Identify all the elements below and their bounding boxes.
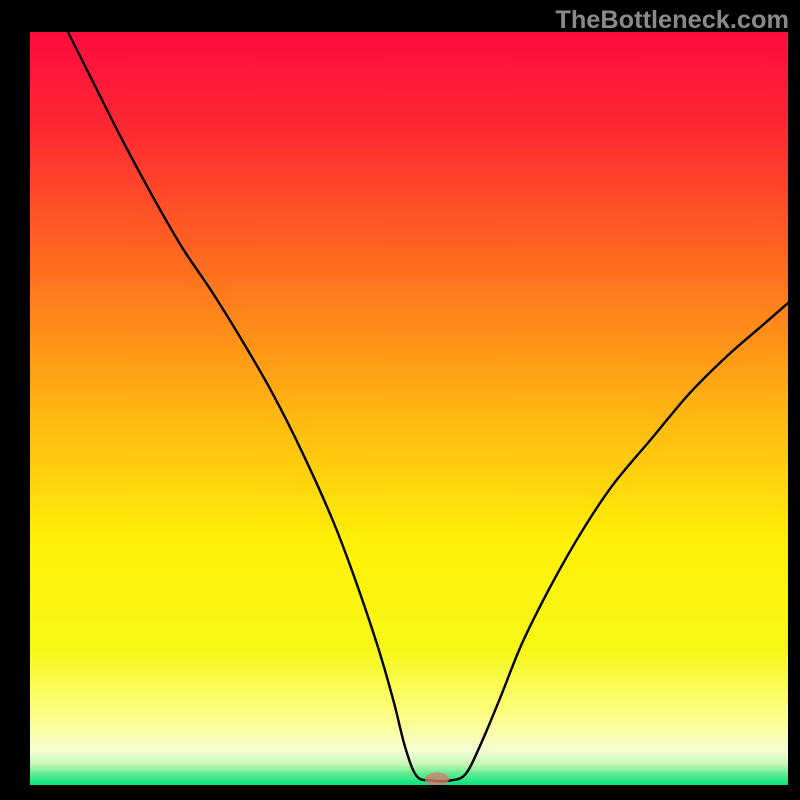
- watermark-text: TheBottleneck.com: [555, 6, 789, 35]
- gradient-background: [30, 32, 788, 785]
- chart-frame: TheBottleneck.com: [0, 0, 800, 800]
- plot-svg: [30, 32, 788, 785]
